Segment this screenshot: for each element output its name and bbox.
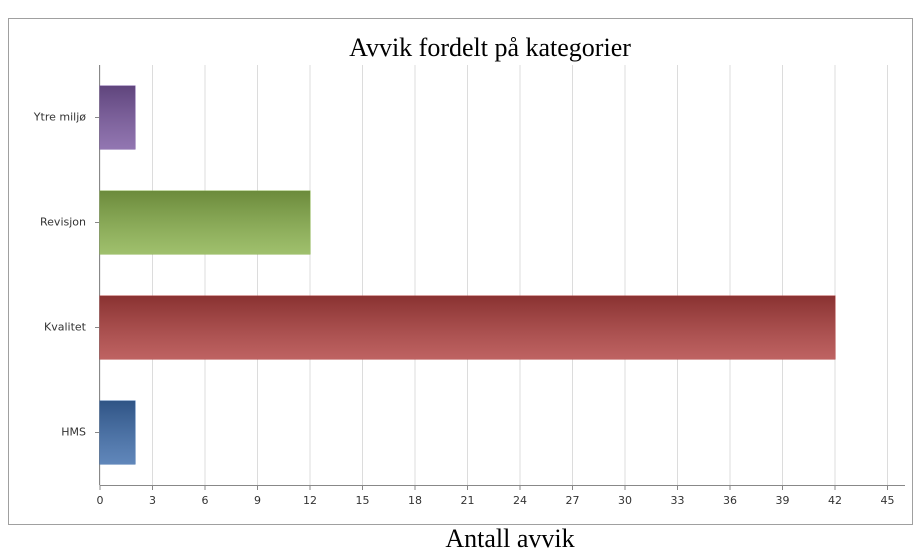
x-tick-label: 42 <box>828 494 842 507</box>
x-tick-label: 21 <box>461 494 475 507</box>
x-tick-label: 30 <box>618 494 632 507</box>
x-tick-label: 18 <box>408 494 422 507</box>
y-tick-label: Revisjon <box>40 216 86 229</box>
y-tick-label: Kvalitet <box>44 321 87 334</box>
x-tick-label: 39 <box>776 494 790 507</box>
x-tick-label: 12 <box>303 494 317 507</box>
x-tick-label: 45 <box>881 494 895 507</box>
bar-shade <box>100 86 135 149</box>
x-tick-label: 15 <box>356 494 370 507</box>
x-tick-label: 36 <box>723 494 737 507</box>
bar-shade <box>100 296 835 359</box>
chart-title: Avvik fordelt på kategorier <box>349 33 631 62</box>
x-tick-label: 3 <box>149 494 156 507</box>
x-tick-label: 6 <box>202 494 209 507</box>
bar-shade <box>100 191 310 254</box>
x-tick-label: 0 <box>97 494 104 507</box>
y-tick-label: HMS <box>61 426 86 439</box>
x-tick-label: 27 <box>566 494 580 507</box>
chart-frame <box>8 18 913 525</box>
bar-shade <box>100 401 135 464</box>
x-tick-label: 33 <box>671 494 685 507</box>
x-axis-title: Antall avvik <box>445 524 574 553</box>
x-tick-label: 9 <box>254 494 261 507</box>
x-tick-label: 24 <box>513 494 527 507</box>
y-tick-label: Ytre miljø <box>33 111 86 124</box>
